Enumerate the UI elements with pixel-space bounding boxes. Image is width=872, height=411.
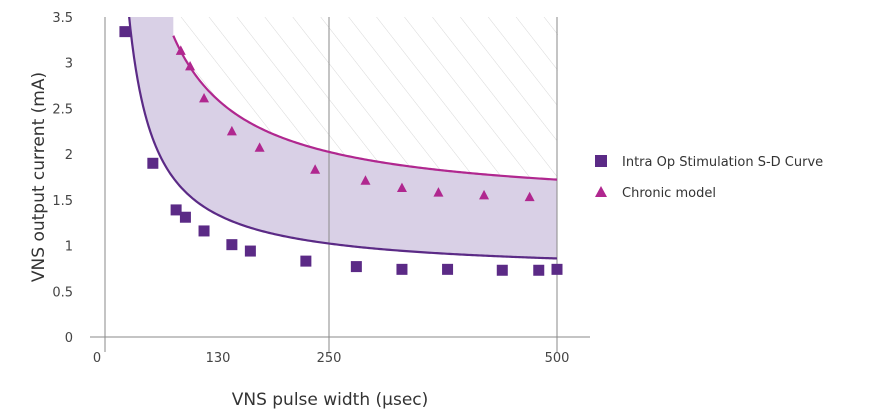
intra-op-marker-5 bbox=[226, 239, 238, 251]
y-tick-label: 2.5 bbox=[52, 102, 73, 117]
chronic-marker-2 bbox=[199, 92, 210, 103]
intra-op-marker-6 bbox=[244, 245, 256, 257]
intra-op-marker-0 bbox=[119, 26, 131, 38]
intra-op-marker-2 bbox=[170, 204, 182, 216]
intra-op-marker-11 bbox=[496, 264, 508, 276]
intra-op-marker-1 bbox=[147, 157, 159, 169]
chronic-marker-5 bbox=[310, 164, 321, 174]
chronic-marker-10 bbox=[524, 191, 535, 202]
y-tick-label: 0.5 bbox=[52, 285, 73, 300]
legend: Intra Op Stimulation S-D Curve Chronic mo… bbox=[595, 155, 823, 201]
data-markers bbox=[119, 26, 563, 276]
chronic-marker-9 bbox=[479, 189, 490, 200]
legend-square-icon bbox=[595, 155, 607, 167]
legend-label-intra-op: Intra Op Stimulation S-D Curve bbox=[622, 155, 823, 170]
chronic-marker-1 bbox=[185, 60, 196, 71]
y-tick-label: 3.5 bbox=[52, 11, 73, 26]
y-tick-label: 2 bbox=[65, 148, 73, 163]
intra-op-marker-12 bbox=[533, 264, 545, 276]
chronic-marker-0 bbox=[175, 45, 186, 55]
intra-op-marker-10 bbox=[442, 263, 454, 275]
legend-label-chronic: Chronic model bbox=[622, 186, 716, 201]
x-tick-label: 500 bbox=[545, 351, 570, 366]
gridlines bbox=[328, 17, 558, 352]
plot-area bbox=[123, 17, 558, 259]
chronic-marker-7 bbox=[396, 182, 407, 193]
intra-op-marker-8 bbox=[350, 261, 362, 273]
intra-op-marker-9 bbox=[396, 263, 408, 275]
fitted-curves bbox=[128, 17, 558, 260]
axes bbox=[90, 17, 590, 352]
y-tick-label: 0 bbox=[65, 331, 73, 346]
intra-op-marker-4 bbox=[198, 225, 210, 237]
y-axis-title: VNS output current (mA) bbox=[29, 72, 49, 282]
x-tick-label: 250 bbox=[317, 351, 342, 366]
y-tick-label: 1.5 bbox=[52, 194, 73, 209]
x-tick-label: 130 bbox=[206, 351, 231, 366]
chronic-marker-6 bbox=[360, 175, 371, 185]
tick-labels: 0 0.5 1 1.5 2 2.5 3 3.5 0 130 250 500 bbox=[52, 11, 569, 366]
y-tick-label: 3 bbox=[65, 57, 73, 72]
intra-op-marker-3 bbox=[179, 211, 191, 223]
x-axis-title: VNS pulse width (μsec) bbox=[232, 390, 429, 410]
intra-op-marker-7 bbox=[300, 255, 312, 267]
intra-op-marker-13 bbox=[551, 263, 563, 275]
shaded-region bbox=[123, 17, 557, 259]
legend-triangle-icon bbox=[595, 186, 607, 197]
curve-chronic-model bbox=[172, 35, 558, 181]
chronic-marker-8 bbox=[433, 187, 444, 197]
chronic-marker-3 bbox=[226, 125, 237, 136]
curve-intra-op bbox=[128, 17, 558, 260]
hatched-region bbox=[173, 17, 558, 180]
x-tick-label: 0 bbox=[93, 351, 101, 366]
y-tick-label: 1 bbox=[65, 240, 73, 255]
chronic-marker-4 bbox=[254, 142, 265, 152]
